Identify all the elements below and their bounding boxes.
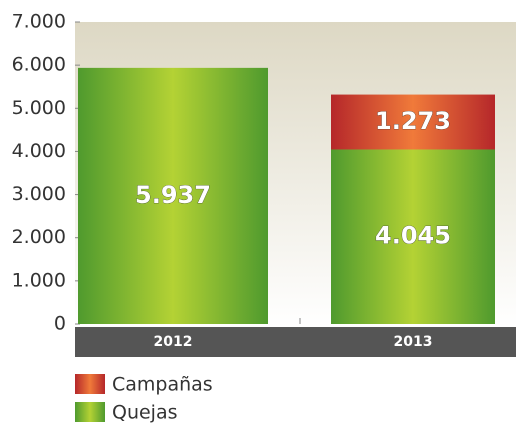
bar-segment [331, 149, 495, 324]
y-tick-label: 3.000 [12, 183, 66, 205]
y-tick-label: 7.000 [12, 11, 66, 33]
y-tick-label: 6.000 [12, 54, 66, 76]
value-label: 4.045 [375, 222, 451, 250]
x-tick-label: 2012 [154, 334, 193, 350]
x-tick-label: 2013 [394, 334, 433, 350]
y-tick-label: 4.000 [12, 140, 66, 162]
legend-label: Campañas [112, 374, 213, 396]
y-tick-label: 0 [54, 313, 66, 335]
category-strip [75, 327, 516, 357]
legend-swatch [75, 374, 105, 394]
y-tick-label: 2.000 [12, 226, 66, 248]
legend-swatch [75, 402, 105, 422]
bar-segment [331, 94, 495, 150]
y-tick-label: 5.000 [12, 97, 66, 119]
legend-label: Quejas [112, 402, 178, 423]
bar-segment [78, 67, 268, 325]
value-label: 1.273 [375, 107, 451, 135]
y-tick-label: 1.000 [12, 269, 66, 291]
value-label: 5.937 [135, 181, 211, 209]
